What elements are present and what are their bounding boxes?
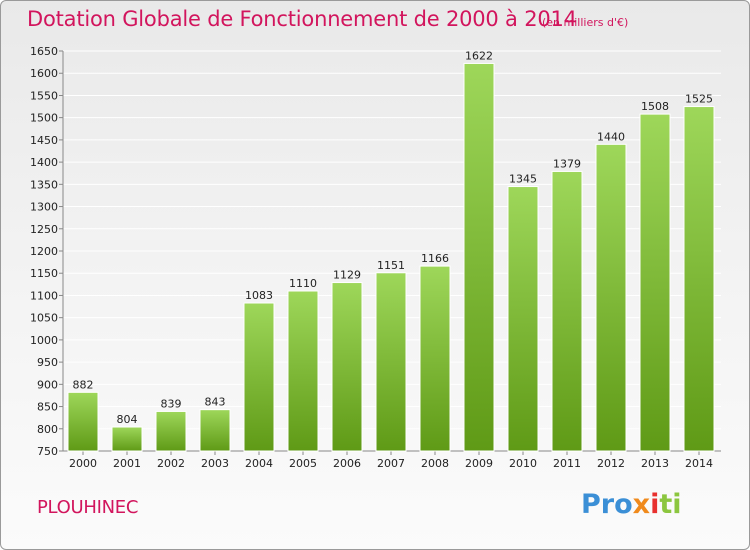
value-label: 1508	[641, 100, 669, 113]
x-tick-label: 2013	[641, 457, 669, 470]
bar	[375, 272, 407, 452]
bar	[199, 409, 231, 452]
value-label: 1110	[289, 277, 317, 290]
bar	[419, 265, 451, 452]
y-tick-label: 1600	[30, 67, 58, 80]
y-tick-label: 1650	[30, 45, 58, 58]
x-tick-label: 2010	[509, 457, 537, 470]
value-label: 1129	[333, 269, 361, 282]
bar	[155, 410, 187, 452]
y-tick-label: 1400	[30, 156, 58, 169]
x-tick-label: 2009	[465, 457, 493, 470]
y-tick-label: 1000	[30, 334, 58, 347]
value-label: 1345	[509, 173, 537, 186]
value-label: 1622	[465, 49, 493, 62]
y-tick-label: 1550	[30, 89, 58, 102]
x-tick-label: 2004	[245, 457, 273, 470]
bar	[67, 391, 99, 452]
value-label: 882	[73, 378, 94, 391]
y-tick-label: 1450	[30, 134, 58, 147]
bar	[287, 290, 319, 452]
logo-part: Pro	[581, 489, 633, 520]
x-tick-label: 2002	[157, 457, 185, 470]
bar	[111, 426, 143, 452]
bar	[243, 302, 275, 452]
bar	[463, 62, 495, 452]
chart-unit-label: (en milliers d'€)	[542, 16, 629, 29]
bar	[683, 106, 715, 452]
value-label: 839	[161, 397, 182, 410]
chart-title: Dotation Globale de Fonctionnement de 20…	[27, 7, 577, 31]
y-tick-label: 750	[37, 445, 58, 458]
bar	[507, 186, 539, 452]
y-tick-label: 1350	[30, 178, 58, 191]
value-label: 1440	[597, 130, 625, 143]
y-tick-label: 1050	[30, 312, 58, 325]
value-label: 1379	[553, 157, 581, 170]
y-tick-label: 850	[37, 401, 58, 414]
bars	[67, 62, 715, 452]
y-tick-label: 1200	[30, 245, 58, 258]
value-label: 804	[117, 413, 138, 426]
proxiti-logo: Proxiti	[581, 489, 682, 520]
x-tick-label: 2014	[685, 457, 713, 470]
y-tick-label: 1250	[30, 223, 58, 236]
y-tick-label: 800	[37, 423, 58, 436]
x-tick-label: 2011	[553, 457, 581, 470]
bar	[551, 170, 583, 452]
x-tick-label: 2006	[333, 457, 361, 470]
value-label: 1525	[685, 93, 713, 106]
value-label: 1083	[245, 289, 273, 302]
x-tick-label: 2000	[69, 457, 97, 470]
commune-name: PLOUHINEC	[37, 497, 139, 518]
x-tick-label: 2012	[597, 457, 625, 470]
y-tick-label: 1500	[30, 112, 58, 125]
x-tick-label: 2003	[201, 457, 229, 470]
x-tick-label: 2008	[421, 457, 449, 470]
bar	[639, 113, 671, 452]
value-label: 843	[205, 396, 226, 409]
value-label: 1166	[421, 252, 449, 265]
value-labels: 882 804 839 843 1083 1110 1129 1151 1166 1622 1345…	[73, 49, 714, 426]
axes: 750 800 850 900 950 1000 1050 1100 1150 1200 1250 1…	[30, 45, 721, 470]
y-tick-label: 1300	[30, 201, 58, 214]
bar	[331, 282, 363, 452]
x-tick-label: 2001	[113, 457, 141, 470]
y-tick-label: 1100	[30, 289, 58, 302]
y-tick-label: 950	[37, 356, 58, 369]
value-label: 1151	[377, 259, 405, 272]
logo-part: x	[632, 489, 651, 520]
logo-part: ti	[659, 489, 682, 520]
logo-part: i	[650, 489, 660, 520]
x-tick-label: 2007	[377, 457, 405, 470]
x-tick-label: 2005	[289, 457, 317, 470]
y-tick-label: 900	[37, 378, 58, 391]
bar	[595, 143, 627, 452]
y-tick-label: 1150	[30, 267, 58, 280]
